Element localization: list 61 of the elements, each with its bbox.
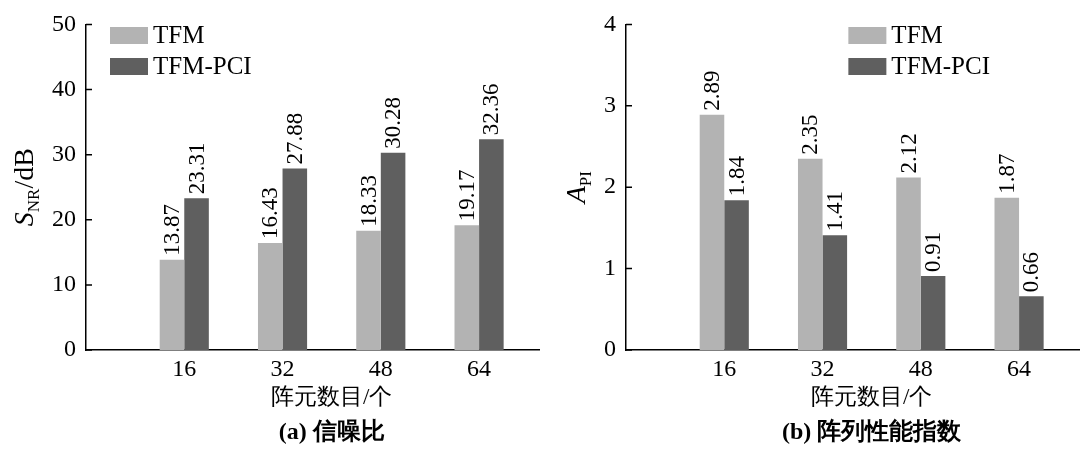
y-axis-title: SNR/dB — [8, 148, 44, 227]
y-tick-label: 3 — [604, 91, 616, 118]
legend-label: TFM-PCI — [891, 51, 991, 79]
data-label: 2.89 — [699, 70, 725, 111]
x-tick-label: 16 — [172, 354, 197, 381]
bar — [699, 114, 725, 350]
y-axis-title: API — [560, 170, 596, 206]
x-tick-label: 48 — [368, 354, 393, 381]
x-tick-label: 32 — [810, 354, 835, 381]
bar — [724, 200, 749, 350]
bar — [282, 168, 308, 350]
bar — [479, 139, 504, 350]
data-label: 27.88 — [281, 112, 307, 165]
text: (b) 阵列性能指数 — [782, 418, 963, 445]
data-label: 32.36 — [478, 83, 504, 136]
bar — [257, 243, 283, 350]
x-tick-label: 32 — [270, 354, 295, 381]
x-tick-label: 64 — [1007, 354, 1032, 381]
bar — [454, 225, 480, 350]
data-label: 16.43 — [257, 187, 283, 240]
bar — [356, 230, 381, 350]
bar — [920, 275, 946, 350]
text: (a) 信噪比 — [278, 418, 385, 445]
x-tick-label: 64 — [467, 354, 492, 381]
data-label: 2.35 — [797, 114, 823, 155]
legend-label: TFM — [891, 20, 943, 48]
y-tick-label: 0 — [64, 335, 76, 362]
data-label: 1.41 — [821, 190, 847, 232]
y-tick-label: 50 — [52, 9, 76, 36]
y-tick-label: 30 — [52, 139, 76, 166]
y-tick-label: 20 — [52, 205, 76, 232]
y-tick-label: 2 — [604, 172, 616, 199]
data-label: 0.66 — [1018, 252, 1044, 293]
bar — [184, 198, 209, 350]
data-label: 2.12 — [895, 133, 921, 174]
data-label: 1.84 — [723, 155, 749, 197]
bar — [159, 259, 185, 350]
legend-label: TFM — [153, 20, 205, 48]
bar — [797, 158, 823, 350]
x-tick-label: 16 — [712, 354, 737, 381]
data-label: 30.28 — [380, 97, 406, 149]
y-tick-label: 10 — [52, 270, 76, 297]
data-label: 1.87 — [993, 153, 1019, 194]
data-label: 0.91 — [920, 231, 946, 272]
x-axis-title: 阵元数目/个 — [810, 384, 933, 410]
legend-label: TFM-PCI — [153, 51, 252, 79]
y-tick-label: 0 — [604, 335, 616, 362]
data-label: 18.33 — [355, 174, 381, 227]
y-tick-label: 1 — [604, 253, 616, 280]
bar — [994, 197, 1020, 350]
y-tick-label: 4 — [604, 9, 616, 36]
bar — [822, 235, 848, 350]
bar — [1019, 296, 1044, 350]
data-label: 13.87 — [159, 203, 185, 256]
bar — [380, 152, 406, 350]
x-tick-label: 48 — [908, 354, 933, 381]
y-tick-label: 40 — [52, 74, 76, 101]
data-label: 23.31 — [183, 142, 209, 195]
x-axis-title: 阵元数目/个 — [270, 384, 393, 410]
bar — [896, 177, 921, 350]
data-label: 19.17 — [453, 169, 479, 222]
